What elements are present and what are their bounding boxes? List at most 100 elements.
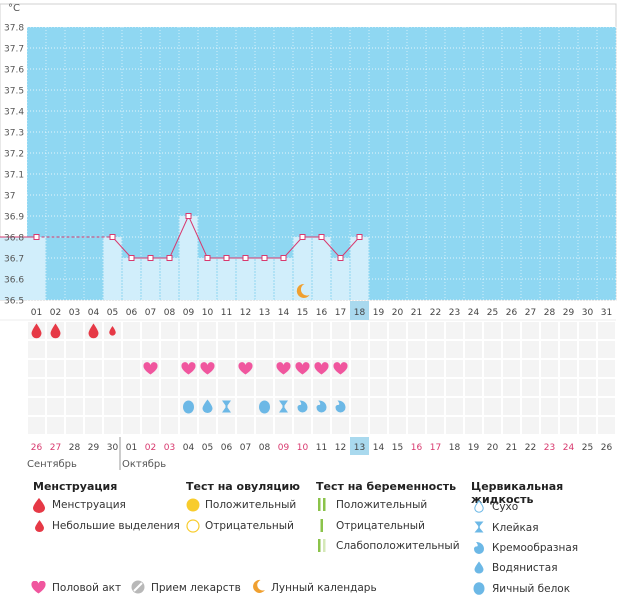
symptom-cell[interactable]	[332, 379, 349, 396]
cycle-day-label[interactable]: 02	[50, 308, 61, 318]
temperature-point[interactable]	[223, 255, 230, 261]
symptom-cell[interactable]	[408, 360, 425, 377]
symptom-cell[interactable]	[237, 417, 254, 434]
temperature-point[interactable]	[185, 213, 192, 219]
symptom-cell[interactable]	[256, 417, 273, 434]
cycle-day-label[interactable]: 08	[164, 308, 176, 318]
symptom-cell[interactable]	[351, 417, 368, 434]
symptom-cell[interactable]	[408, 322, 425, 339]
cycle-day-label[interactable]: 11	[221, 308, 232, 318]
symptom-cell[interactable]	[142, 398, 159, 415]
intercourse-heart-icon[interactable]	[314, 362, 329, 375]
symptom-cell[interactable]	[522, 417, 539, 434]
symptom-cell[interactable]	[579, 360, 596, 377]
temperature-point[interactable]	[261, 255, 268, 261]
cycle-day-label[interactable]: 06	[126, 308, 138, 318]
temperature-point[interactable]	[280, 255, 287, 261]
symptom-cell[interactable]	[465, 417, 482, 434]
symptom-cell[interactable]	[142, 417, 159, 434]
symptom-cell[interactable]	[560, 379, 577, 396]
symptom-cell[interactable]	[351, 360, 368, 377]
symptom-cell[interactable]	[446, 322, 463, 339]
menstruation-drop-icon[interactable]	[50, 323, 61, 339]
symptom-cell[interactable]	[180, 379, 197, 396]
menstruation-drop-icon[interactable]	[88, 323, 99, 339]
symptom-cell[interactable]	[484, 322, 501, 339]
intercourse-heart-icon[interactable]	[181, 362, 196, 375]
symptom-cell[interactable]	[294, 417, 311, 434]
symptom-cell[interactable]	[389, 341, 406, 358]
temperature-point[interactable]	[204, 255, 211, 261]
temperature-point[interactable]	[337, 255, 344, 261]
symptom-cell[interactable]	[313, 379, 330, 396]
symptom-cell[interactable]	[541, 322, 558, 339]
cycle-day-label[interactable]: 17	[335, 308, 346, 318]
symptom-cell[interactable]	[275, 322, 292, 339]
symptom-cell[interactable]	[294, 322, 311, 339]
symptom-cell[interactable]	[256, 322, 273, 339]
symptom-cell[interactable]	[427, 398, 444, 415]
symptom-cell[interactable]	[484, 398, 501, 415]
symptom-cell[interactable]	[484, 379, 501, 396]
symptom-cell[interactable]	[408, 417, 425, 434]
symptom-cell[interactable]	[66, 379, 83, 396]
symptom-cell[interactable]	[541, 417, 558, 434]
symptom-cell[interactable]	[66, 341, 83, 358]
cycle-day-label[interactable]: 31	[601, 308, 612, 318]
intercourse-heart-icon[interactable]	[276, 362, 291, 375]
symptom-cell[interactable]	[446, 379, 463, 396]
symptom-cell[interactable]	[370, 322, 387, 339]
intercourse-heart-icon[interactable]	[200, 362, 215, 375]
temperature-point[interactable]	[33, 234, 40, 240]
symptom-cell[interactable]	[28, 379, 45, 396]
creamy-icon[interactable]	[316, 400, 327, 413]
cycle-day-label[interactable]: 04	[88, 308, 100, 318]
symptom-cell[interactable]	[332, 417, 349, 434]
temperature-point[interactable]	[299, 234, 306, 240]
symptom-cell[interactable]	[427, 341, 444, 358]
cycle-day-label[interactable]: 10	[202, 308, 214, 318]
symptom-cell[interactable]	[218, 341, 235, 358]
symptom-cell[interactable]	[389, 379, 406, 396]
symptom-cell[interactable]	[389, 360, 406, 377]
symptom-cell[interactable]	[522, 379, 539, 396]
symptom-cell[interactable]	[598, 417, 615, 434]
symptom-cell[interactable]	[47, 360, 64, 377]
symptom-cell[interactable]	[446, 360, 463, 377]
cycle-day-label[interactable]: 30	[582, 308, 594, 318]
symptom-cell[interactable]	[161, 417, 178, 434]
sticky-icon[interactable]	[222, 400, 231, 413]
symptom-cell[interactable]	[465, 379, 482, 396]
symptom-cell[interactable]	[47, 379, 64, 396]
symptom-cell[interactable]	[85, 360, 102, 377]
temperature-point[interactable]	[109, 234, 116, 240]
symptom-cell[interactable]	[332, 341, 349, 358]
sticky-icon[interactable]	[279, 400, 288, 413]
symptom-cell[interactable]	[66, 398, 83, 415]
symptom-cell[interactable]	[275, 379, 292, 396]
symptom-cell[interactable]	[199, 379, 216, 396]
symptom-cell[interactable]	[180, 341, 197, 358]
symptom-cell[interactable]	[85, 417, 102, 434]
symptom-cell[interactable]	[294, 379, 311, 396]
symptom-cell[interactable]	[465, 360, 482, 377]
symptom-cell[interactable]	[256, 379, 273, 396]
symptom-cell[interactable]	[275, 417, 292, 434]
cycle-day-label[interactable]: 15	[297, 308, 308, 318]
symptom-cell[interactable]	[370, 417, 387, 434]
symptom-cell[interactable]	[579, 398, 596, 415]
symptom-cell[interactable]	[560, 341, 577, 358]
symptom-cell[interactable]	[28, 341, 45, 358]
symptom-cell[interactable]	[180, 417, 197, 434]
temperature-point[interactable]	[128, 255, 135, 261]
cycle-day-label[interactable]: 27	[525, 308, 536, 318]
symptom-cell[interactable]	[142, 322, 159, 339]
cycle-day-label[interactable]: 03	[69, 308, 80, 318]
symptom-cell[interactable]	[294, 341, 311, 358]
cycle-day-label[interactable]: 21	[411, 308, 422, 318]
temperature-point[interactable]	[318, 234, 325, 240]
intercourse-heart-icon[interactable]	[143, 362, 158, 375]
symptom-cell[interactable]	[351, 322, 368, 339]
symptom-cell[interactable]	[541, 341, 558, 358]
cycle-day-label[interactable]: 22	[430, 308, 441, 318]
